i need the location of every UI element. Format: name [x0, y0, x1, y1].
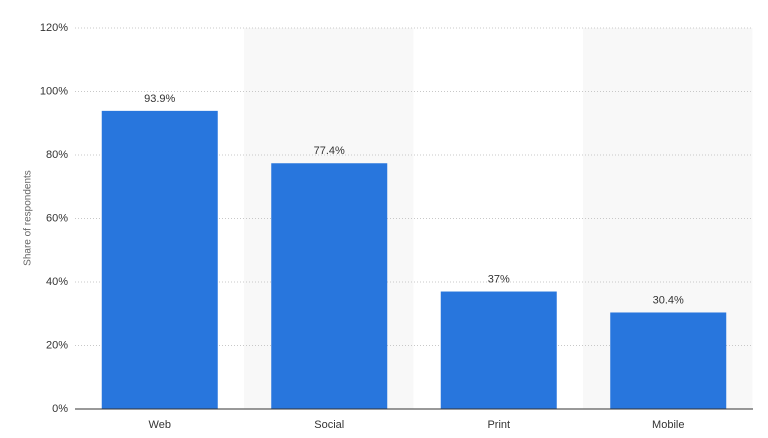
x-tick-label: Mobile: [652, 419, 684, 431]
x-tick-label: Web: [149, 419, 171, 431]
y-axis-label: Share of respondents: [23, 170, 34, 266]
y-tick-label: 100%: [40, 85, 68, 97]
bar: [101, 110, 218, 410]
y-tick-label: 40%: [46, 276, 68, 288]
bar: [610, 312, 727, 409]
y-tick-label: 20%: [46, 339, 68, 351]
bar: [271, 163, 388, 409]
x-tick-label: Print: [487, 419, 510, 431]
value-label: 30.4%: [653, 294, 684, 306]
value-label: 37%: [488, 273, 510, 285]
y-tick-label: 0%: [52, 403, 68, 415]
y-tick-label: 60%: [46, 212, 68, 224]
value-label: 77.4%: [314, 145, 345, 157]
value-label: 93.9%: [144, 93, 175, 105]
x-tick-label: Social: [314, 419, 344, 431]
y-tick-label: 80%: [46, 149, 68, 161]
y-tick-label: 120%: [40, 22, 68, 34]
bar: [440, 291, 557, 409]
